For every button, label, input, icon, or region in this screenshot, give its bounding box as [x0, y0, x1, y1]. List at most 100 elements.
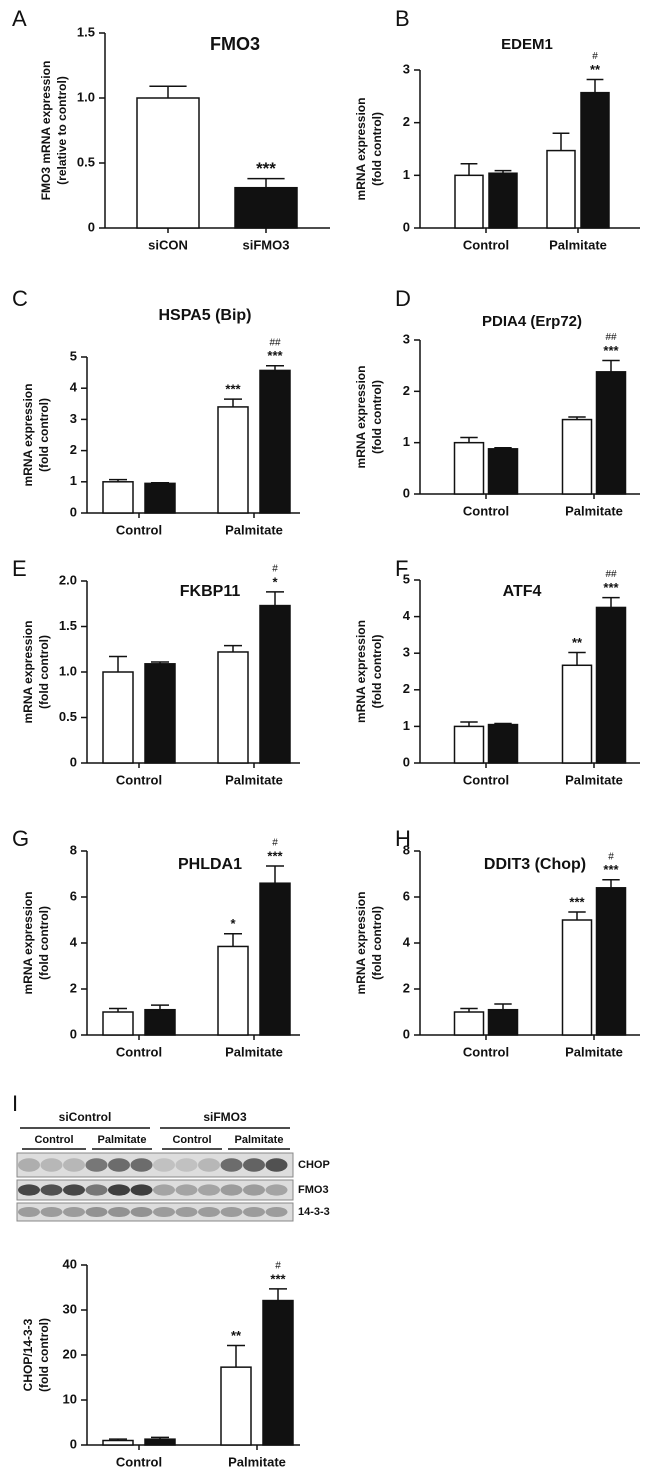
significance-hash: #: [592, 51, 598, 62]
panel-letter: F: [395, 556, 408, 581]
bar: [144, 1438, 176, 1446]
y-tick-label: 5: [70, 348, 77, 363]
chart-title: EDEM1: [501, 36, 553, 53]
y-tick-label: 1: [70, 473, 77, 488]
bar: [561, 418, 593, 495]
x-tick-label: Control: [116, 772, 162, 787]
bar: [488, 172, 518, 229]
y-tick-label: 2: [403, 383, 410, 398]
significance-hash: #: [272, 838, 278, 849]
significance: ***: [267, 848, 283, 863]
blot-band: [265, 1184, 288, 1196]
chart-panel: G PHLDA1 mRNA expression (fold control) 0 2 4 6…: [12, 826, 300, 1059]
bar: [487, 448, 519, 495]
y-tick-label: 8: [70, 842, 77, 857]
y-axis-label: (fold control): [37, 635, 51, 709]
significance-hash: ##: [269, 337, 281, 348]
y-axis-label: (fold control): [370, 380, 384, 454]
chart-title: PDIA4 (Erp72): [482, 313, 582, 330]
y-axis-label: mRNA expression: [354, 98, 368, 201]
blot-band: [130, 1184, 153, 1196]
chart-panel: A FMO3 FMO3 mRNA expression (relative to co…: [12, 6, 330, 252]
chart-title: ATF4: [503, 583, 542, 600]
bar: [259, 604, 291, 764]
significance: ***: [603, 580, 619, 595]
chart-panel: E FKBP11 mRNA expression (fold control) 0 0.5…: [12, 556, 300, 787]
bar: [595, 887, 627, 1036]
x-tick-label: Control: [116, 522, 162, 537]
significance: **: [590, 62, 601, 77]
significance: ***: [603, 343, 619, 358]
chart-title: HSPA5 (Bip): [158, 307, 251, 324]
y-tick-label: 4: [70, 934, 78, 949]
bar: [102, 1011, 134, 1036]
y-axis-label: mRNA expression: [354, 620, 368, 723]
panel-letter: D: [395, 286, 411, 311]
y-tick-label: 6: [70, 888, 77, 903]
bar: [595, 606, 627, 764]
blot-band: [175, 1206, 198, 1218]
y-tick-label: 0: [70, 1026, 77, 1041]
significance: *: [230, 916, 236, 931]
bar: [102, 1439, 134, 1446]
y-tick-label: 4: [70, 380, 78, 395]
blot-band: [220, 1158, 243, 1172]
bar: [144, 663, 176, 764]
y-tick-label: 6: [403, 888, 410, 903]
bar: [487, 723, 519, 764]
blot-condition: Control: [34, 1134, 73, 1146]
significance-hash: #: [608, 851, 614, 862]
panel-letter: C: [12, 286, 28, 311]
blot-condition: Control: [172, 1134, 211, 1146]
blot-condition: Palmitate: [98, 1134, 147, 1146]
chart-panel: D PDIA4 (Erp72) mRNA expression (fold contr…: [354, 286, 640, 518]
blot-band: [18, 1184, 40, 1196]
bar: [259, 369, 291, 514]
chart-panel: C HSPA5 (Bip) mRNA expression (fold control…: [12, 286, 300, 537]
y-tick-label: 3: [70, 411, 77, 426]
y-tick-label: 0: [403, 754, 410, 769]
blot-band: [108, 1158, 130, 1172]
x-tick-label: Palmitate: [225, 522, 283, 537]
x-tick-label: Control: [116, 1044, 162, 1059]
y-tick-label: 1: [403, 434, 410, 449]
y-axis-label: FMO3 mRNA expression: [39, 61, 53, 201]
panel-letter: A: [12, 6, 27, 31]
blot-band: [40, 1158, 63, 1172]
y-tick-label: 0: [88, 219, 95, 234]
blot-band: [243, 1184, 265, 1196]
bar: [453, 441, 485, 495]
y-tick-label: 1: [403, 718, 410, 733]
blot-band: [85, 1184, 108, 1196]
y-axis-label: (fold control): [370, 112, 384, 186]
chart-panel: I CHOP/14-3-3 (fold control) 0 10 20 30 40 Contr…: [12, 1091, 330, 1468]
y-tick-label: 3: [403, 331, 410, 346]
x-tick-label: Control: [463, 1044, 509, 1059]
y-tick-label: 2: [403, 681, 410, 696]
blot-band: [130, 1206, 153, 1218]
panel-letter: G: [12, 826, 29, 851]
x-tick-label: siFMO3: [243, 237, 290, 252]
blot-band: [153, 1206, 175, 1218]
blot-group: siFMO3: [203, 1110, 247, 1124]
bar: [217, 945, 249, 1036]
bar: [102, 671, 134, 764]
blot-band: [63, 1158, 85, 1172]
panel-letter: I: [12, 1091, 18, 1116]
significance: ***: [270, 1271, 286, 1286]
y-tick-label: 1.0: [59, 663, 77, 678]
y-tick-label: 10: [63, 1391, 77, 1406]
bar: [217, 651, 249, 764]
significance: ***: [256, 159, 276, 178]
y-tick-label: 0: [403, 1026, 410, 1041]
blot-band: [108, 1184, 130, 1196]
panel-letter: B: [395, 6, 410, 31]
y-tick-label: 5: [403, 571, 410, 586]
blot-band: [198, 1184, 220, 1196]
y-axis-label: (fold control): [370, 906, 384, 980]
blot-condition: Palmitate: [235, 1134, 284, 1146]
y-tick-label: 40: [63, 1256, 77, 1271]
significance: **: [572, 635, 583, 650]
x-tick-label: Palmitate: [565, 772, 623, 787]
